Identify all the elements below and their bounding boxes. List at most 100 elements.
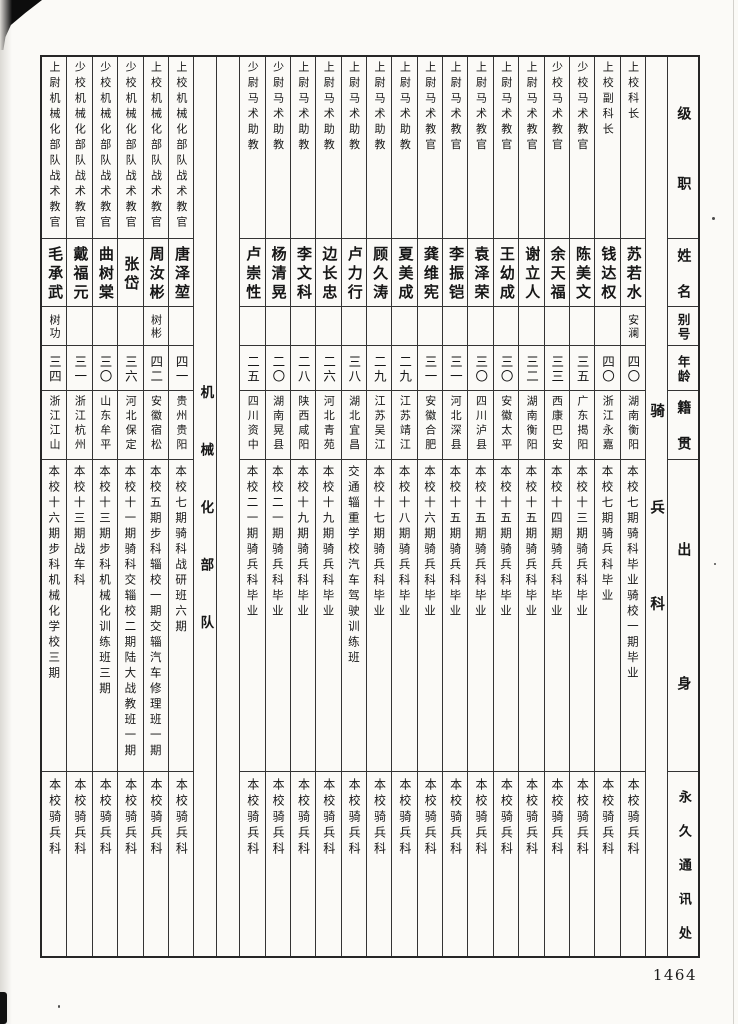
- header-native-place-label: 籍贯: [675, 400, 692, 460]
- rank-text: 上尉马术教官: [474, 61, 488, 154]
- origin-text: 本校十九期骑兵科毕业: [321, 465, 336, 620]
- age-text: 三一: [72, 354, 88, 384]
- age-cell: 二九: [392, 346, 417, 391]
- origin-text: 本校十五期骑兵科毕业: [499, 465, 514, 620]
- address-text: 本校骑兵科: [397, 778, 412, 858]
- name-text: 钱达权: [599, 246, 618, 303]
- rank-text: 上校副科长: [601, 61, 615, 139]
- rank-cell: 上校副科长: [595, 57, 620, 239]
- name-cell: 龚维宪: [417, 239, 443, 307]
- age-cell: 二九: [367, 346, 392, 391]
- header-age-label: 年龄: [675, 354, 691, 384]
- origin-cell: 本校十一期骑科交辎校二期陆大战教班一期: [118, 460, 143, 772]
- rank-text: 少校机械化部队战术教官: [124, 61, 138, 232]
- age-cell: 三一: [417, 346, 443, 391]
- rank-text: 上尉马术教官: [449, 61, 463, 154]
- person-column: 上校机械化部队战术教官 周汝彬 树彬 四二 安徽宿松 本校五期步科辎校一期交辎汽车修理班一…: [142, 57, 168, 956]
- origin-cell: 本校五期步科辎校一期交辎汽车修理班一期: [143, 460, 168, 772]
- name-text: 卢力行: [345, 246, 364, 303]
- native-place-cell: 广东揭阳: [569, 391, 595, 460]
- age-cell: 二六: [316, 346, 341, 391]
- name-text: 唐泽堃: [172, 246, 191, 303]
- address-text: 本校骑兵科: [423, 778, 438, 858]
- origin-text: 本校十五期骑兵科毕业: [524, 465, 539, 620]
- section-label: 骑兵科: [648, 402, 666, 693]
- native-place-cell: 河北深县: [443, 391, 468, 460]
- name-cell: 王幼成: [493, 239, 519, 307]
- native-place-cell: 贵州贵阳: [168, 391, 194, 460]
- alias-text: 树彬: [149, 314, 163, 340]
- rank-cell: 上尉马术助教: [392, 57, 417, 239]
- alias-cell: [67, 307, 92, 346]
- person-column: 少校机械化部队战术教官 张岱 三六 河北保定 本校十一期骑科交辎校二期陆大战教班一期 本校…: [117, 57, 143, 956]
- rank-cell: 少校机械化部队战术教官: [67, 57, 92, 239]
- age-text: 二五: [244, 354, 260, 384]
- origin-cell: 本校十五期骑兵科毕业: [493, 460, 519, 772]
- native-place-cell: 湖南衡阳: [620, 391, 645, 460]
- name-cell: 毛承武: [42, 239, 67, 307]
- name-cell: 周汝彬: [143, 239, 168, 307]
- name-text: 陈美文: [573, 246, 592, 303]
- native-text: 湖北宜昌: [347, 395, 361, 453]
- name-cell: 谢立人: [519, 239, 544, 307]
- name-text: 王幼成: [497, 246, 516, 303]
- native-place-cell: 安徽宿松: [143, 391, 168, 460]
- rank-text: 少尉马术助教: [271, 61, 285, 154]
- cavalry-personnel-table: 级职 姓名 别号 年龄 籍贯 出身 永久通讯处 骑兵科 上校科长 苏若水 安澜 四〇 湖南…: [40, 55, 700, 958]
- native-place-cell: 河北保定: [118, 391, 143, 460]
- person-column: 上尉马术教官 王幼成 三〇 安徽太平 本校十五期骑兵科毕业 本校骑兵科: [492, 57, 519, 956]
- alias-cell: [417, 307, 443, 346]
- origin-text: 本校十四期骑兵科毕业: [549, 465, 564, 620]
- native-text: 浙江永嘉: [601, 395, 615, 453]
- age-cell: 四〇: [620, 346, 645, 391]
- header-origin-label: 出身: [675, 541, 692, 772]
- age-text: 四一: [173, 354, 189, 384]
- permanent-address-cell: 本校骑兵科: [67, 772, 91, 956]
- person-column: 上尉马术助教 顾久涛 二九 江苏吴江 本校十七期骑兵科毕业 本校骑兵科: [366, 57, 392, 956]
- address-text: 本校骑兵科: [347, 778, 362, 858]
- person-column: 少校机械化部队战术教官 戴福元 三一 浙江杭州 本校十三期战车科 本校骑兵科: [66, 57, 92, 956]
- rank-cell: 上尉机械化部队战术教官: [42, 57, 67, 239]
- origin-text: 本校十六期步科机械化学校三期: [47, 465, 62, 682]
- rank-cell: 上校机械化部队战术教官: [143, 57, 168, 239]
- section-column-mechanized: 机械化部队: [193, 57, 239, 956]
- native-text: 四川泸县: [474, 395, 488, 453]
- permanent-address-cell: 本校骑兵科: [169, 772, 193, 956]
- name-cell: 余天福: [544, 239, 569, 307]
- header-origin-cell: 出身: [668, 460, 698, 772]
- origin-text: 本校五期步科辎校一期交辎汽车修理班一期: [148, 465, 163, 760]
- permanent-address-cell: 本校骑兵科: [367, 772, 391, 956]
- age-text: 二九: [397, 354, 413, 384]
- native-text: 湖南衡阳: [626, 395, 640, 453]
- address-text: 本校骑兵科: [372, 778, 387, 858]
- native-text: 安徽太平: [499, 395, 513, 453]
- permanent-address-cell: 本校骑兵科: [418, 772, 442, 956]
- origin-cell: 本校十九期骑兵科毕业: [290, 460, 316, 772]
- origin-cell: 本校二一期骑兵科毕业: [240, 460, 265, 772]
- origin-text: 本校十五期骑兵科毕业: [473, 465, 488, 620]
- native-text: 山东牟平: [98, 395, 112, 453]
- native-text: 安徽合肥: [423, 395, 437, 453]
- origin-text: 本校七期骑兵科毕业: [600, 465, 615, 605]
- scan-artifact-left-edge-band: [0, 0, 12, 1024]
- age-cell: 三〇: [92, 346, 118, 391]
- header-alias-cell: 别号: [668, 307, 698, 346]
- origin-text: 本校二一期骑兵科毕业: [270, 465, 285, 620]
- origin-text: 本校十三期步科机械化训练班三期: [98, 465, 113, 698]
- origin-text: 本校十三期战车科: [72, 465, 87, 589]
- rank-text: 上尉马术助教: [398, 61, 412, 154]
- age-text: 三〇: [473, 354, 489, 384]
- name-cell: 戴福元: [67, 239, 92, 307]
- page-number: 1464: [652, 966, 697, 984]
- scan-speck: [714, 563, 716, 565]
- native-text: 河北青苑: [322, 395, 336, 453]
- origin-text: 交通辎重学校汽车驾驶训练班: [346, 465, 361, 667]
- age-text: 三一: [422, 354, 438, 384]
- name-cell: 边长忠: [316, 239, 341, 307]
- alias-cell: [290, 307, 316, 346]
- name-text: 余天福: [548, 246, 567, 303]
- rank-cell: 上校科长: [620, 57, 645, 239]
- age-cell: 三八: [341, 346, 367, 391]
- rank-text: 上尉马术教官: [499, 61, 513, 154]
- alias-cell: [468, 307, 493, 346]
